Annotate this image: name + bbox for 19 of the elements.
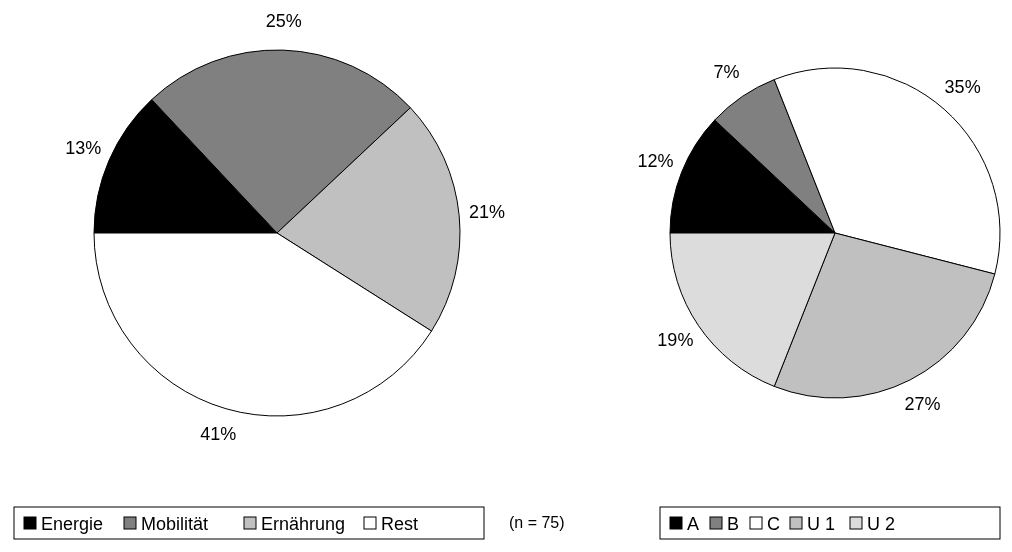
data-label: 41%: [200, 424, 237, 445]
legend-label: C: [767, 514, 780, 534]
legend-label: U 1: [807, 514, 836, 534]
data-label: 19%: [657, 330, 694, 351]
legend-label: A: [687, 514, 700, 534]
legend-label: Energie: [41, 514, 104, 534]
legend-label: Rest: [381, 514, 419, 534]
data-label: 12%: [637, 150, 674, 171]
data-label: 35%: [944, 76, 981, 97]
text: (n = 75): [509, 514, 565, 531]
data-label: 25%: [265, 10, 302, 31]
data-label: 21%: [469, 201, 506, 222]
legend-label: Ernährung: [261, 514, 346, 534]
legend-label: U 2: [867, 514, 896, 534]
legend-label: Mobilität: [141, 514, 209, 534]
data-label: 27%: [904, 393, 941, 414]
legend-label: B: [727, 514, 740, 534]
data-label: 13%: [65, 137, 102, 158]
data-label: 7%: [713, 62, 740, 83]
